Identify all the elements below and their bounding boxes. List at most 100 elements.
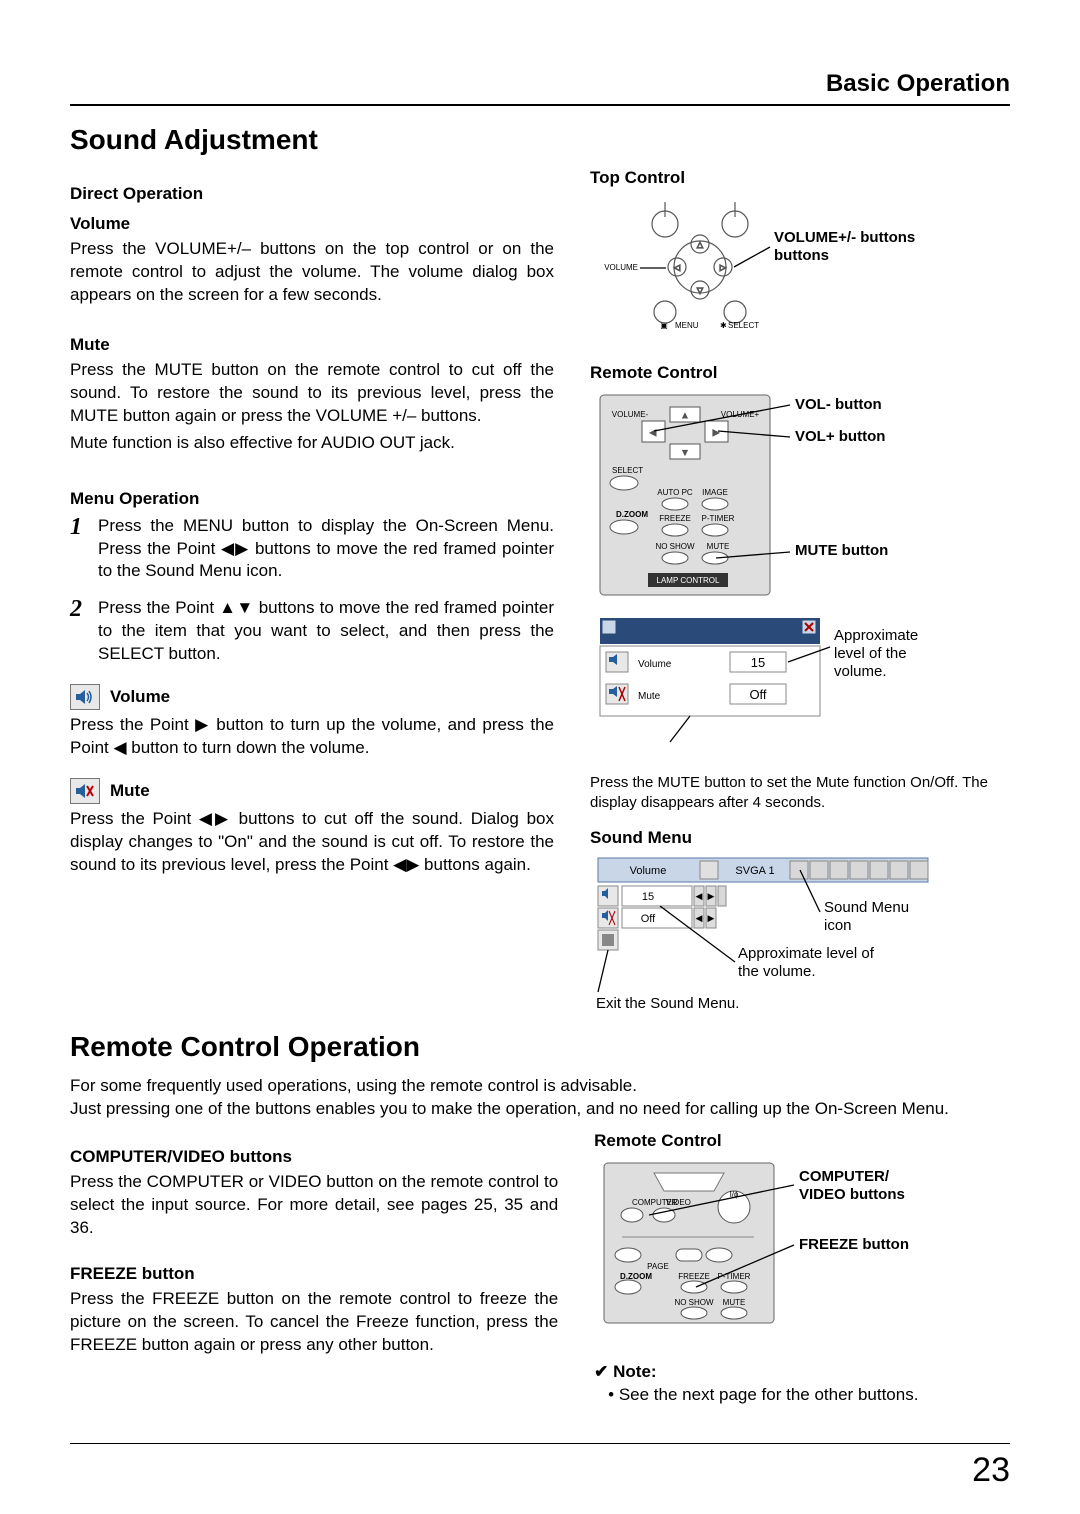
label-noshow2: NO SHOW [675,1298,715,1307]
label-ptimer2: P-TIMER [718,1272,751,1281]
dialog-volume-label: Volume [638,659,672,670]
svg-text:▣: ▣ [660,321,668,330]
svg-text:▶: ▶ [708,891,715,901]
remote-control-2-figure: COMPUTER VIDEO I/ɸ PAGE D.ZOOM FREEZE P-… [594,1155,994,1345]
mute-body2: Mute function is also effective for AUDI… [70,432,554,455]
label-ptimer: P-TIMER [702,514,735,523]
dialog-mute-label: Mute [638,691,661,702]
svg-text:✱: ✱ [720,321,727,330]
sm-callout-level-1: Approximate level of [738,945,875,962]
svg-text:◀: ◀ [696,913,703,923]
label-autopc: AUTO PC [657,488,693,497]
direct-operation-heading: Direct Operation [70,184,554,204]
svg-text:◀: ◀ [696,891,703,901]
svg-text:◁: ◁ [674,263,681,272]
section2-intro: For some frequently used operations, usi… [70,1075,1010,1121]
volume-icon [70,684,100,710]
sm-exit-caption: Exit the Sound Menu. [596,995,739,1012]
sm-vol-value: 15 [642,891,654,903]
cv-heading: COMPUTER/VIDEO buttons [70,1147,558,1167]
note-body: • See the next page for the other button… [608,1384,1010,1406]
section1-title: Sound Adjustment [70,124,1010,156]
dialog-volume-value: 15 [751,655,765,670]
dialog-mute-value: Off [749,687,766,702]
label-noshow: NO SHOW [655,542,695,551]
callout-volume-buttons-2: buttons [774,247,829,264]
label-select-r: SELECT [612,466,643,475]
label-menu: MENU [675,321,699,330]
sound-menu-heading: Sound Menu [590,828,1010,848]
header-rule [70,104,1010,106]
page-number: 23 [972,1451,1010,1490]
label-mute-r: MUTE [707,542,730,551]
mute-body1: Press the MUTE button on the remote cont… [70,359,554,428]
callout-cv-2: VIDEO buttons [799,1186,905,1203]
dialog-callout-3: volume. [834,663,887,680]
label-freeze: FREEZE [659,514,691,523]
dialog-callout-2: level of the [834,645,907,662]
remote2-heading: Remote Control [594,1131,1010,1151]
svg-text:△: △ [697,240,704,249]
volume-heading: Volume [70,214,554,234]
label-freeze2: FREEZE [678,1272,710,1281]
mute-sub-body: Press the Point ◀▶ buttons to cut off th… [70,808,554,877]
sm-mute-value: Off [641,913,656,925]
sm-callout-icon-1: Sound Menu [824,899,909,916]
top-control-figure: △ ▽ ◁ ▷ VOLUME ▣ MENU ✱ SELECT VOLUME+/-… [590,192,950,342]
callout-volume-buttons-1: VOLUME+/- buttons [774,229,915,246]
step-2-text: Press the Point ▲▼ buttons to move the r… [98,597,554,666]
chapter-title: Basic Operation [70,70,1010,98]
sound-menu-figure: Volume SVGA 1 15 ◀ [590,852,1010,1022]
mute-heading: Mute [70,335,554,355]
volume-dialog-figure: Volume 15 Mute Off Approximate level of … [590,612,990,762]
section2-title: Remote Control Operation [70,1031,1010,1063]
label-lamp: LAMP CONTROL [657,576,721,585]
callout-vol-plus: VOL+ button [795,428,885,445]
label-dzoom2: D.ZOOM [620,1272,652,1281]
label-select: SELECT [728,321,759,330]
callout-cv-1: COMPUTER/ [799,1168,890,1185]
svg-text:▼: ▼ [681,448,689,457]
svg-text:▶: ▶ [708,913,715,923]
step-1-text: Press the MENU button to display the On-… [98,515,554,584]
volume-body: Press the VOLUME+/– buttons on the top c… [70,238,554,307]
label-image: IMAGE [702,488,728,497]
dialog-callout-1: Approximate [834,627,918,644]
step-2: 2Press the Point ▲▼ buttons to move the … [70,597,554,666]
menu-steps: 1Press the MENU button to display the On… [70,515,554,667]
step-1: 1Press the MENU button to display the On… [70,515,554,584]
svg-text:▽: ▽ [697,286,704,295]
remote1-heading: Remote Control [590,363,1010,383]
svg-text:◀: ◀ [650,428,657,437]
sm-icon-row [790,861,928,879]
remote-control-1-figure: ▲ ▼ ◀ ▶ VOLUME- VOLUME+ SELECT AUTO PC I… [590,387,990,607]
cv-body: Press the COMPUTER or VIDEO button on th… [70,1171,558,1240]
label-dzoom: D.ZOOM [616,510,648,519]
label-page: PAGE [647,1262,669,1271]
dialog-caption: Press the MUTE button to set the Mute fu… [590,773,1010,812]
svg-text:▲: ▲ [681,411,689,420]
vol-subtitle: Volume [110,687,170,707]
label-video: VIDEO [666,1198,691,1207]
callout-vol-minus: VOL- button [795,396,882,413]
note-heading: ✔ Note: [594,1362,1010,1382]
mute-subtitle: Mute [110,781,150,801]
label-volume: VOLUME [604,263,638,272]
freeze-body: Press the FREEZE button on the remote co… [70,1288,558,1357]
sm-callout-level-2: the volume. [738,963,816,980]
sm-mode: SVGA 1 [735,865,774,877]
sm-top-label: Volume [630,865,667,877]
freeze-heading: FREEZE button [70,1264,558,1284]
sm-callout-icon-2: icon [824,917,852,934]
top-control-heading: Top Control [590,168,1010,188]
label-mute2: MUTE [723,1298,746,1307]
label-volm: VOLUME- [612,410,649,419]
footer-rule [70,1443,1010,1444]
mute-icon [70,778,100,804]
svg-text:▶: ▶ [713,428,720,437]
callout-mute-btn: MUTE button [795,542,888,559]
vol-sub-body: Press the Point ▶ button to turn up the … [70,714,554,760]
callout-freeze: FREEZE button [799,1236,909,1253]
svg-text:▷: ▷ [720,263,727,272]
menu-operation-heading: Menu Operation [70,489,554,509]
